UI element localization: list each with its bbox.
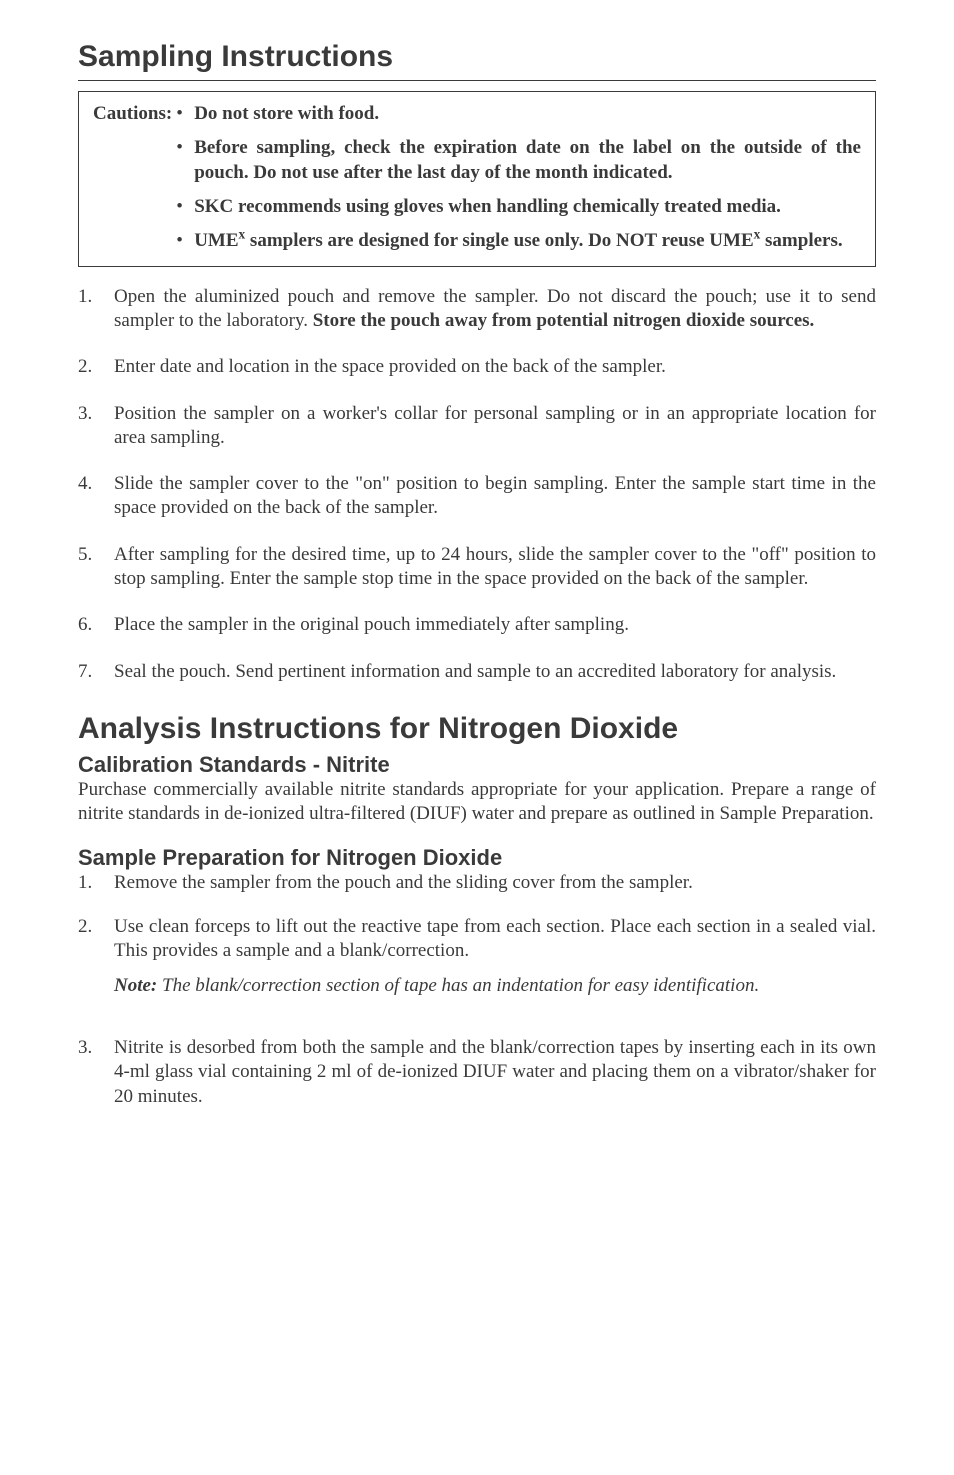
note-text: The blank/correction section of tape has…	[157, 975, 759, 996]
step-item: 1. Open the aluminized pouch and remove …	[78, 285, 876, 334]
calibration-standards-heading: Calibration Standards - Nitrite	[78, 752, 876, 778]
note-label: Note:	[114, 975, 157, 996]
calibration-standards-text: Purchase commercially available nitrite …	[78, 778, 876, 827]
sample-preparation-heading: Sample Preparation for Nitrogen Dioxide	[78, 845, 876, 871]
section-rule	[78, 80, 876, 81]
step-item: 2. Use clean forceps to lift out the rea…	[78, 915, 876, 1016]
step-item: 3. Position the sampler on a worker's co…	[78, 402, 876, 451]
step-item: 1. Remove the sampler from the pouch and…	[78, 871, 876, 895]
step-item: 4. Slide the sampler cover to the "on" p…	[78, 472, 876, 521]
caution-item: •UMEx samplers are designed for single u…	[176, 229, 861, 253]
cautions-list: •Do not store with food. •Before samplin…	[176, 102, 861, 254]
cautions-label: Cautions:	[93, 102, 176, 126]
step-item: 5. After sampling for the desired time, …	[78, 543, 876, 592]
caution-item: •SKC recommends using gloves when handli…	[176, 195, 861, 219]
step-item: 7. Seal the pouch. Send pertinent inform…	[78, 660, 876, 684]
step-item: 6. Place the sampler in the original pou…	[78, 613, 876, 637]
sampling-instructions-heading: Sampling Instructions	[78, 40, 876, 74]
step-item: 3. Nitrite is desorbed from both the sam…	[78, 1036, 876, 1109]
note: Note: The blank/correction section of ta…	[114, 974, 876, 998]
sample-preparation-steps: 1. Remove the sampler from the pouch and…	[78, 871, 876, 1109]
caution-item: •Do not store with food.	[176, 102, 861, 126]
step-text: Use clean forceps to lift out the reacti…	[114, 916, 876, 961]
sampling-steps: 1. Open the aluminized pouch and remove …	[78, 285, 876, 684]
step-text-bold: Store the pouch away from potential nitr…	[313, 310, 815, 331]
analysis-instructions-heading: Analysis Instructions for Nitrogen Dioxi…	[78, 712, 876, 746]
caution-item: •Before sampling, check the expiration d…	[176, 136, 861, 185]
cautions-box: Cautions: •Do not store with food. •Befo…	[78, 91, 876, 267]
step-item: 2. Enter date and location in the space …	[78, 355, 876, 379]
